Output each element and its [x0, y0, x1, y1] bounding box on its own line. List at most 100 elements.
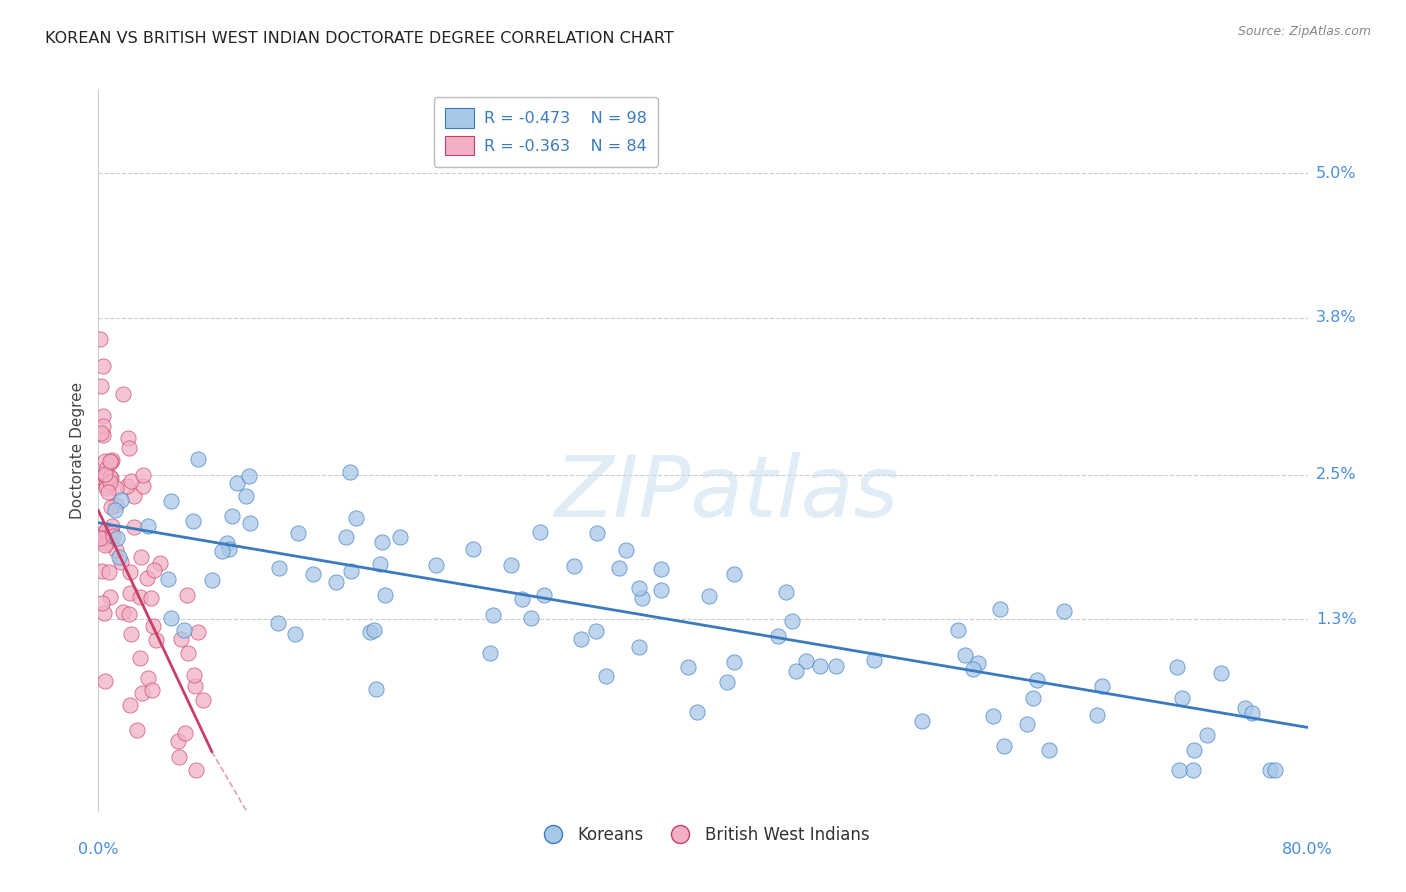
Point: [131, 479, 153, 493]
Point: [90, 470, 112, 484]
Point: [94, 454, 117, 468]
Point: [117, 431, 139, 445]
Point: [159, 494, 181, 508]
Point: [100, 471, 122, 485]
Point: [201, 574, 224, 588]
Text: ZIPatlas: ZIPatlas: [555, 452, 900, 535]
Point: [284, 627, 307, 641]
Point: [100, 500, 122, 514]
Point: [239, 516, 262, 530]
Point: [1166, 660, 1188, 674]
Point: [1017, 716, 1039, 731]
Point: [110, 555, 132, 569]
Point: [91, 359, 114, 373]
Text: 1.3%: 1.3%: [1316, 612, 1357, 626]
Point: [627, 581, 650, 595]
Point: [335, 530, 357, 544]
Point: [93, 606, 115, 620]
Point: [650, 562, 672, 576]
Point: [981, 708, 1004, 723]
Point: [108, 549, 131, 564]
Point: [368, 557, 391, 571]
Point: [533, 588, 555, 602]
Point: [136, 671, 159, 685]
Point: [118, 441, 141, 455]
Point: [1209, 666, 1232, 681]
Point: [766, 629, 789, 643]
Point: [723, 655, 745, 669]
Text: Source: ZipAtlas.com: Source: ZipAtlas.com: [1237, 25, 1371, 38]
Point: [510, 592, 533, 607]
Point: [1233, 701, 1256, 715]
Point: [104, 481, 127, 495]
Point: [94, 481, 117, 495]
Point: [302, 566, 325, 581]
Point: [1091, 679, 1114, 693]
Point: [785, 664, 807, 678]
Point: [91, 596, 114, 610]
Point: [112, 386, 135, 401]
Point: [118, 586, 141, 600]
Point: [120, 698, 142, 712]
Point: [100, 519, 122, 533]
Point: [145, 632, 167, 647]
Point: [371, 535, 394, 549]
Point: [953, 648, 976, 662]
Point: [221, 509, 243, 524]
Point: [160, 611, 183, 625]
Point: [520, 611, 543, 625]
Point: [187, 451, 209, 466]
Point: [1021, 691, 1043, 706]
Point: [110, 493, 132, 508]
Point: [173, 623, 195, 637]
Point: [364, 681, 387, 696]
Point: [1171, 691, 1194, 706]
Point: [96, 524, 118, 538]
Text: 80.0%: 80.0%: [1282, 842, 1333, 857]
Point: [93, 529, 115, 543]
Point: [191, 692, 214, 706]
Point: [339, 465, 361, 479]
Point: [122, 489, 145, 503]
Point: [131, 686, 153, 700]
Point: [775, 585, 797, 599]
Point: [135, 571, 157, 585]
Point: [911, 714, 934, 728]
Point: [501, 558, 523, 573]
Point: [127, 723, 149, 738]
Point: [98, 475, 121, 490]
Point: [93, 531, 115, 545]
Text: 0.0%: 0.0%: [79, 842, 118, 857]
Point: [238, 468, 260, 483]
Point: [325, 575, 347, 590]
Point: [482, 608, 505, 623]
Point: [103, 503, 125, 517]
Point: [177, 646, 200, 660]
Point: [90, 425, 112, 440]
Point: [479, 646, 502, 660]
Point: [1182, 743, 1205, 757]
Point: [142, 618, 165, 632]
Point: [120, 475, 142, 489]
Point: [100, 455, 122, 469]
Point: [89, 332, 111, 346]
Point: [993, 739, 1015, 753]
Point: [184, 763, 207, 777]
Point: [697, 589, 720, 603]
Point: [988, 602, 1011, 616]
Point: [112, 605, 135, 619]
Point: [167, 749, 190, 764]
Point: [181, 514, 204, 528]
Point: [176, 588, 198, 602]
Point: [676, 659, 699, 673]
Point: [96, 530, 118, 544]
Point: [156, 572, 179, 586]
Point: [100, 453, 122, 467]
Point: [1052, 604, 1074, 618]
Point: [529, 525, 551, 540]
Point: [129, 550, 152, 565]
Point: [585, 624, 607, 639]
Point: [91, 427, 114, 442]
Point: [141, 683, 163, 698]
Point: [363, 624, 385, 638]
